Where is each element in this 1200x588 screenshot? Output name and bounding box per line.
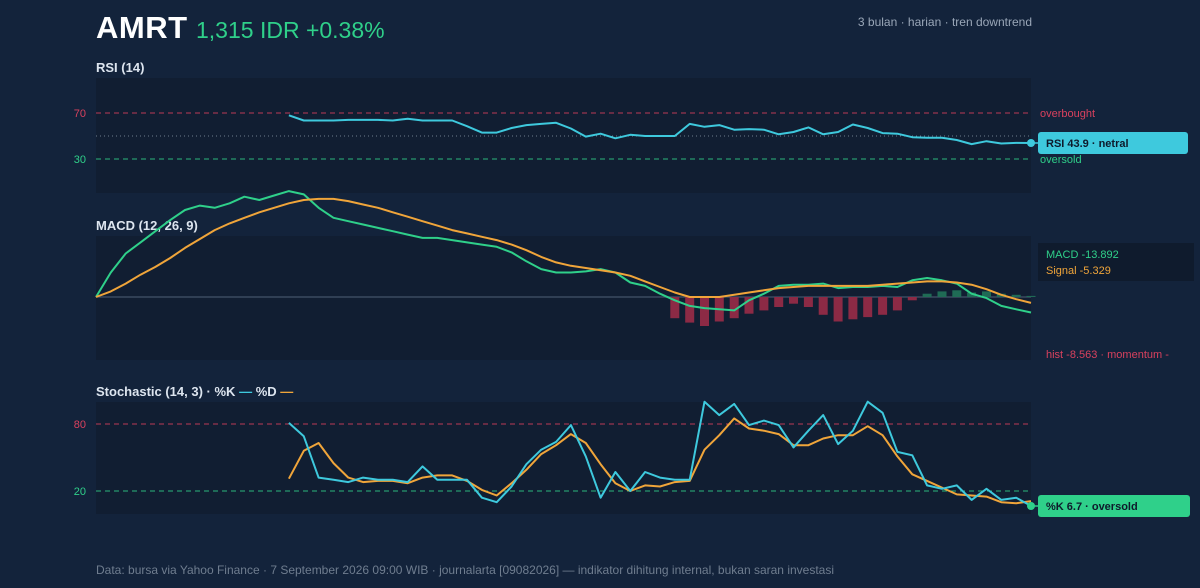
stoch-k-line: [288, 400, 1032, 507]
stoch-tick-20: 20: [74, 486, 86, 498]
rsi-tick-30: 30: [74, 154, 86, 166]
timeframe-info: 3 bulan · harian · tren downtrend: [857, 15, 1032, 29]
macd-legend-box: [1038, 243, 1194, 281]
ticker-symbol: AMRT: [96, 10, 188, 45]
stoch-badge: %K 6.7 · oversold: [1046, 501, 1138, 513]
rsi-line: [288, 114, 1032, 146]
stoch-legend-k-label: %K: [214, 384, 236, 399]
stoch-badge-bg: [1038, 495, 1190, 517]
macd-hist-bar: [685, 297, 695, 323]
macd-hist-bar: [878, 297, 888, 315]
macd-hist-bar: [700, 297, 709, 326]
rsi-panel-bg: [96, 78, 1031, 193]
macd-hist-bar: [848, 297, 858, 320]
macd-legend-signal: Signal -5.329: [1046, 265, 1111, 277]
macd-hist-bar: [818, 297, 828, 315]
rsi-overbought-label: overbought: [1040, 108, 1095, 120]
rsi-tick-70: 70: [74, 108, 86, 120]
macd-hist-bar: [863, 297, 873, 318]
macd-line: [95, 190, 1032, 314]
stoch-tick-80: 80: [74, 419, 86, 431]
macd-panel-bg: [96, 236, 1031, 360]
macd-hist-bar: [1011, 294, 1021, 297]
rsi-oversold-label: oversold: [1040, 154, 1082, 166]
macd-hist-bar: [833, 297, 843, 322]
rsi-panel-title: RSI (14): [96, 60, 145, 75]
macd-hist-bar: [952, 290, 962, 297]
macd-hist-bar: [967, 292, 977, 297]
macd-legend-macd: MACD -13.892: [1046, 249, 1119, 261]
rsi-badge: RSI 43.9 · netral: [1046, 138, 1129, 150]
macd-hist-bar: [744, 297, 754, 314]
macd-hist-bar: [922, 293, 932, 297]
stoch-legend-k-swatch: —: [239, 384, 253, 399]
macd-hist-bar: [774, 297, 784, 307]
macd-hist-bar: [937, 291, 947, 297]
footer-source: Data: bursa via Yahoo Finance · 7 Septem…: [96, 563, 834, 577]
series-layer: [95, 114, 1032, 507]
stoch-last-point: [1027, 502, 1035, 510]
stoch-legend-d-swatch: —: [280, 384, 294, 399]
macd-panel-title: MACD (12, 26, 9): [96, 218, 198, 233]
macd-hist-bar: [907, 297, 917, 301]
stoch-panel-title: Stochastic (14, 3) · %K — %D —: [96, 384, 293, 399]
macd-hist-bar: [759, 297, 769, 311]
macd-hist-bar: [982, 291, 991, 297]
price-change: 1,315 IDR +0.38%: [196, 17, 385, 43]
macd-hist-bar: [892, 297, 902, 311]
stoch-title-prefix: Stochastic (14, 3) ·: [96, 384, 215, 399]
macd-hist-label: hist -8.563 · momentum -: [1046, 349, 1169, 361]
macd-hist-bar: [803, 297, 813, 307]
rsi-badge-bg: [1038, 132, 1188, 154]
macd-histogram: [670, 290, 1036, 326]
stoch-legend-d-label: %D: [255, 384, 277, 399]
macd-hist-bar: [670, 297, 680, 319]
stoch-d-line: [288, 417, 1032, 505]
signal-line: [95, 197, 1032, 304]
stoch-panel-bg: [96, 402, 1031, 514]
macd-hist-bar: [729, 297, 739, 319]
rsi-last-point: [1027, 139, 1035, 147]
macd-hist-bar: [789, 297, 798, 304]
macd-hist-bar: [1026, 295, 1036, 297]
